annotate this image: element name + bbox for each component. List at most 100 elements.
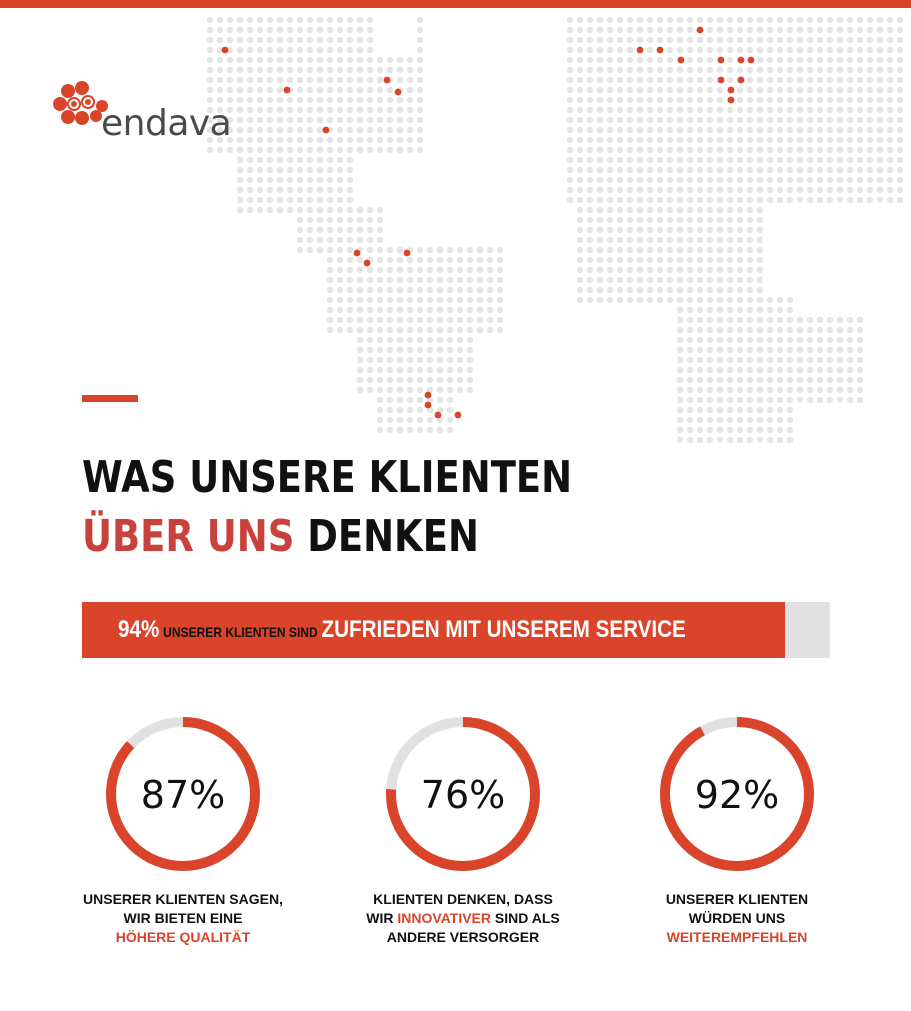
- map-dot: [366, 266, 374, 274]
- map-dot: [746, 206, 754, 214]
- map-dot: [296, 126, 304, 134]
- map-dot: [776, 306, 784, 314]
- map-dot: [606, 126, 614, 134]
- map-dot: [626, 206, 634, 214]
- map-dot: [706, 396, 714, 404]
- map-dot: [676, 146, 684, 154]
- map-dot: [816, 356, 824, 364]
- map-dot: [736, 326, 744, 334]
- map-dot: [336, 286, 344, 294]
- map-dot: [886, 126, 894, 134]
- map-dot: [586, 36, 594, 44]
- map-dot: [616, 76, 624, 84]
- map-dot: [366, 36, 374, 44]
- map-dot: [766, 426, 774, 434]
- map-dot: [626, 196, 634, 204]
- map-dot: [276, 106, 284, 114]
- map-dot: [486, 256, 494, 264]
- map-dot: [386, 86, 394, 94]
- map-dot: [446, 376, 454, 384]
- map-dot: [436, 366, 444, 374]
- map-dot: [366, 216, 374, 224]
- map-dot: [606, 246, 614, 254]
- map-dot: [736, 176, 744, 184]
- map-dot: [836, 26, 844, 34]
- map-dot: [656, 86, 664, 94]
- map-dot: [796, 166, 804, 174]
- map-dot: [816, 86, 824, 94]
- map-dot: [336, 86, 344, 94]
- map-dot: [366, 366, 374, 374]
- map-dot: [586, 256, 594, 264]
- map-dot: [386, 126, 394, 134]
- map-dot: [726, 266, 734, 274]
- map-dot: [326, 236, 334, 244]
- map-dot: [616, 246, 624, 254]
- satisfaction-bar: 94% UNSERER KLIENTEN SIND ZUFRIEDEN MIT …: [82, 602, 830, 658]
- map-dot: [706, 66, 714, 74]
- map-dot: [896, 116, 904, 124]
- map-dot: [716, 376, 724, 384]
- map-dot: [666, 186, 674, 194]
- map-dot: [866, 186, 874, 194]
- map-dot: [366, 56, 374, 64]
- map-dot: [266, 16, 274, 24]
- map-dot: [426, 266, 434, 274]
- office-location-dot: [353, 249, 361, 257]
- map-dot: [206, 136, 214, 144]
- map-dot: [376, 116, 384, 124]
- map-dot: [746, 136, 754, 144]
- map-dot: [706, 376, 714, 384]
- map-dot: [326, 216, 334, 224]
- map-dot: [376, 246, 384, 254]
- map-dot: [686, 276, 694, 284]
- map-dot: [316, 116, 324, 124]
- map-dot: [626, 56, 634, 64]
- map-dot: [636, 236, 644, 244]
- map-dot: [636, 186, 644, 194]
- map-dot: [866, 76, 874, 84]
- map-dot: [476, 306, 484, 314]
- map-dot: [346, 176, 354, 184]
- map-dot: [696, 426, 704, 434]
- map-dot: [796, 106, 804, 114]
- map-dot: [256, 106, 264, 114]
- map-dot: [466, 376, 474, 384]
- map-dot: [306, 66, 314, 74]
- map-dot: [576, 206, 584, 214]
- map-dot: [426, 356, 434, 364]
- map-dot: [386, 356, 394, 364]
- map-dot: [346, 266, 354, 274]
- map-dot: [656, 256, 664, 264]
- map-dot: [386, 376, 394, 384]
- map-dot: [616, 46, 624, 54]
- map-dot: [636, 26, 644, 34]
- map-dot: [566, 146, 574, 154]
- map-dot: [376, 306, 384, 314]
- map-dot: [286, 206, 294, 214]
- map-dot: [646, 186, 654, 194]
- map-dot: [746, 86, 754, 94]
- map-dot: [586, 66, 594, 74]
- map-dot: [826, 106, 834, 114]
- map-dot: [496, 286, 504, 294]
- map-dot: [826, 196, 834, 204]
- map-dot: [256, 36, 264, 44]
- map-dot: [626, 136, 634, 144]
- map-dot: [686, 26, 694, 34]
- map-dot: [406, 376, 414, 384]
- map-dot: [446, 286, 454, 294]
- map-dot: [586, 46, 594, 54]
- map-dot: [676, 276, 684, 284]
- map-dot: [766, 296, 774, 304]
- map-dot: [226, 106, 234, 114]
- map-dot: [756, 286, 764, 294]
- map-dot: [646, 116, 654, 124]
- map-dot: [286, 46, 294, 54]
- map-dot: [696, 106, 704, 114]
- map-dot: [276, 96, 284, 104]
- map-dot: [316, 136, 324, 144]
- office-location-dot: [394, 88, 402, 96]
- map-dot: [486, 296, 494, 304]
- map-dot: [666, 96, 674, 104]
